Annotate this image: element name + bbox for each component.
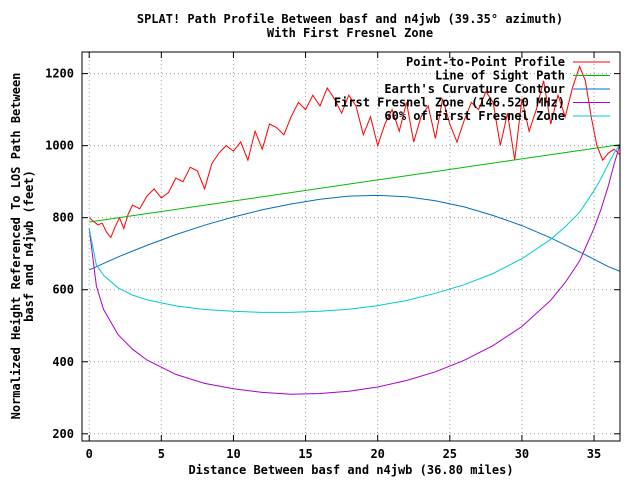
x-tick-label: 0	[86, 447, 93, 461]
x-axis-title: Distance Between basf and n4jwb (36.80 m…	[188, 463, 513, 477]
y-tick-label: 600	[52, 283, 74, 297]
x-tick-label: 35	[587, 447, 601, 461]
y-axis-title-line1: Normalized Height Referenced To LOS Path…	[9, 73, 23, 420]
y-tick-label: 400	[52, 355, 74, 369]
x-tick-label: 5	[158, 447, 165, 461]
legend-label: First Fresnel Zone (146.520 MHz)	[334, 96, 565, 110]
x-tick-label: 10	[226, 447, 240, 461]
y-tick-label: 1000	[45, 139, 74, 153]
x-tick-label: 25	[443, 447, 457, 461]
x-tick-label: 20	[370, 447, 384, 461]
y-tick-label: 800	[52, 211, 74, 225]
series-line-point-to-point-profile	[88, 64, 621, 239]
legend-label: Point-to-Point Profile	[406, 55, 565, 69]
x-tick-label: 30	[515, 447, 529, 461]
grid-lines	[82, 52, 620, 441]
chart-subtitle: With First Fresnel Zone	[267, 26, 433, 40]
series-line-60-of-first-fresnel-zone	[88, 144, 621, 313]
plot-frame	[81, 51, 621, 442]
axis-ticks: 0 5 10 15 20 25 30 35 200 400 600 800 1000 1200	[45, 52, 620, 461]
series-line-earth-s-curvature-contour	[88, 194, 621, 272]
y-axis-title-line2: basf and n4jwb (feet)	[22, 170, 36, 322]
legend-label: Earth's Curvature Contour	[384, 82, 565, 96]
chart-title: SPLAT! Path Profile Between basf and n4j…	[137, 12, 563, 26]
x-tick-label: 15	[298, 447, 312, 461]
series-line-first-fresnel-zone-146-520-mhz	[88, 144, 621, 395]
legend-label: 60% of First Fresnel Zone	[384, 109, 565, 123]
legend-label: Line of Sight Path	[435, 69, 565, 83]
y-tick-label: 200	[52, 427, 74, 441]
data-series	[88, 64, 621, 395]
y-tick-label: 1200	[45, 67, 74, 81]
series-line-line-of-sight-path	[89, 144, 621, 223]
